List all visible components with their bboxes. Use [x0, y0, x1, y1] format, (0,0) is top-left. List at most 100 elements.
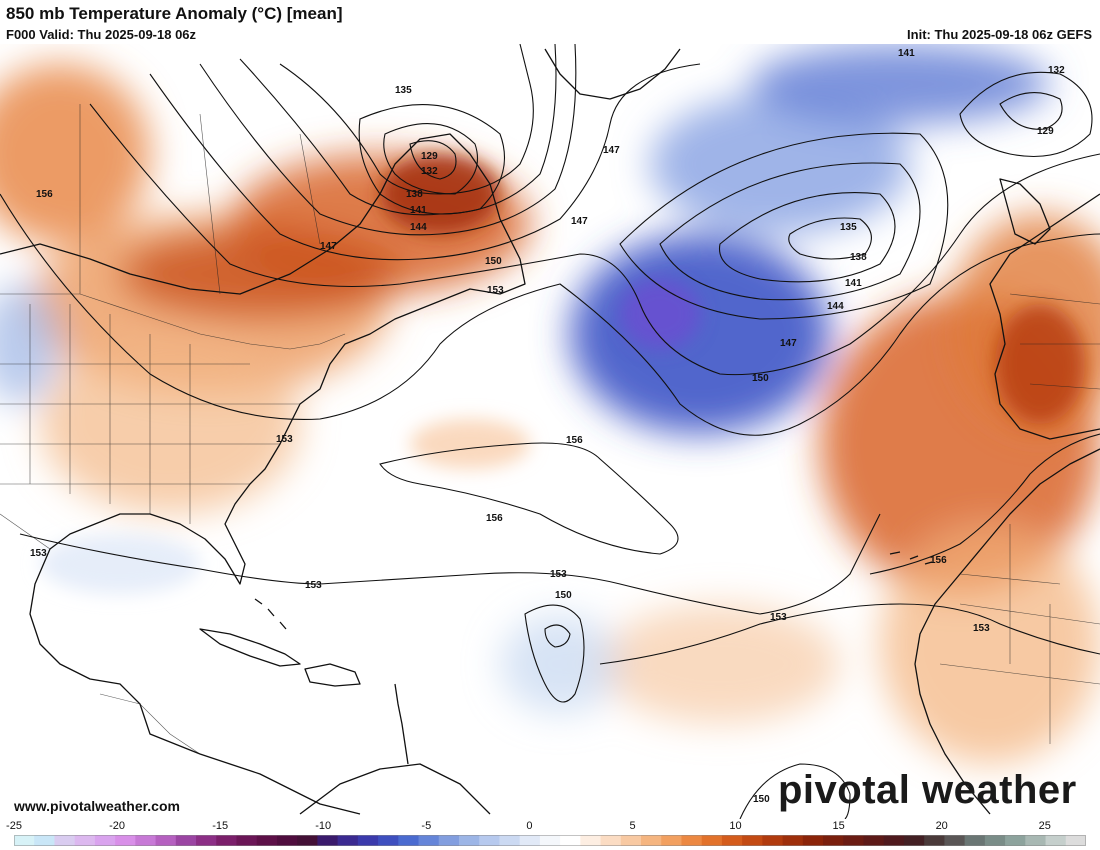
height-contours: [0, 44, 1100, 819]
colorbar-tick: 10: [729, 820, 742, 832]
colorbar-swatch: [1045, 835, 1067, 846]
coastlines: [0, 48, 1100, 815]
contour-label-150-caribbean: 150: [555, 590, 572, 601]
colorbar-swatch: [984, 835, 1006, 846]
coast-europe: [989, 193, 1100, 440]
warm-anomaly-west-africa: [880, 524, 1100, 764]
contour-153-east: [599, 603, 1100, 665]
contour-label-147-center: 147: [571, 216, 588, 227]
contour-label-153-caribbean: 153: [550, 569, 567, 580]
contour-156-africa: [869, 433, 1100, 575]
colorbar-tick: 5: [629, 820, 636, 832]
coast-bahamas: [254, 598, 287, 630]
colorbar-tick: -20: [109, 820, 126, 832]
border-europe: [1009, 293, 1100, 390]
contour-label-150-west: 150: [485, 256, 502, 267]
contour-label-156-africa: 156: [930, 555, 947, 566]
colorbar-swatch: [944, 835, 966, 846]
colorbar-swatch: [378, 835, 399, 846]
colorbar-swatch: [1065, 835, 1086, 846]
political-borders: [0, 104, 1100, 755]
border-us-states: [0, 304, 300, 524]
colorbar-swatch: [681, 835, 703, 846]
contour-153-south: [19, 513, 881, 615]
cool-anomaly-caribbean: [500, 614, 620, 714]
contour-label-138-atlantic: 138: [850, 252, 867, 263]
cold-anomaly-north-atlantic: [650, 94, 910, 234]
contour-label-141: 141: [410, 205, 427, 216]
colorbar-swatch: [317, 835, 339, 846]
contour-label-135: 135: [395, 85, 412, 96]
border-canada-provinces: [79, 104, 321, 295]
colorbar: [14, 835, 1086, 846]
colorbar-swatch: [964, 835, 986, 846]
contour-label-141-greenland: 141: [898, 48, 915, 59]
coast-greenland: [544, 48, 681, 100]
contour-150-small: [544, 624, 571, 648]
contour-150-bottom: [739, 763, 851, 819]
pivotal-weather-logo: pivotal weather: [778, 768, 1077, 812]
contour-135-atlantic: [788, 217, 872, 260]
colorbar-swatch: [1005, 835, 1026, 846]
warm-anomaly-atlantic-canada: [120, 229, 400, 319]
init-time: Init: Thu 2025-09-18 06z GEFS: [907, 27, 1092, 42]
contour-label-132: 132: [421, 166, 438, 177]
coast-canaries: [889, 551, 933, 565]
colorbar-swatch: [560, 835, 581, 846]
contour-141: [239, 44, 557, 216]
colorbar-swatch: [94, 835, 116, 846]
contour-label-135-atlantic: 135: [840, 222, 857, 233]
cool-speckle-gulf: [40, 534, 200, 594]
colorbar-swatch: [256, 835, 278, 846]
colorbar-swatch: [438, 835, 460, 846]
contour-label-153-west: 153: [487, 285, 504, 296]
valid-time: F000 Valid: Thu 2025-09-18 06z: [6, 27, 197, 42]
colorbar-swatch: [721, 835, 743, 846]
border-central-america: [99, 693, 201, 755]
cold-core-atlantic: [620, 279, 700, 349]
warm-speckle-midatlantic: [410, 419, 530, 469]
colorbar-swatch: [357, 835, 379, 846]
border-africa: [939, 524, 1100, 744]
colorbar-swatch: [216, 835, 238, 846]
colorbar-swatch: [883, 835, 905, 846]
colorbar-swatch: [34, 835, 56, 846]
contour-156: [379, 442, 679, 555]
coast-south-america: [299, 763, 491, 815]
colorbar-swatch: [863, 835, 885, 846]
colorbar-swatch: [236, 835, 258, 846]
colorbar-swatch: [54, 835, 76, 846]
contour-label-141-atlantic: 141: [845, 278, 862, 289]
contour-label-132-europe: 132: [1048, 65, 1065, 76]
contour-label-156-west: 156: [36, 189, 53, 200]
cold-anomaly-greenland: [750, 44, 1050, 124]
contour-label-153-coast: 153: [276, 434, 293, 445]
contour-147-west: [149, 63, 701, 261]
colorbar-tick: -15: [212, 820, 229, 832]
colorbar-swatch: [802, 835, 824, 846]
contour-144-atlantic: [619, 132, 949, 320]
colorbar-swatch: [701, 835, 723, 846]
contour-label-150-atlantic: 150: [752, 373, 769, 384]
contour-138-atlantic: [718, 192, 896, 283]
colorbar-tick: 15: [832, 820, 845, 832]
contour-129-europe: [999, 92, 1063, 130]
border-us-canada: [0, 293, 346, 350]
warm-anomaly-us-south: [40, 334, 300, 514]
contour-138: [279, 44, 534, 195]
colorbar-swatch: [661, 835, 683, 846]
colorbar-swatch: [742, 835, 763, 846]
contour-label-144-atlantic: 144: [827, 301, 844, 312]
border-mexico: [0, 513, 51, 550]
contour-144: [199, 44, 577, 236]
contour-141-atlantic: [659, 162, 921, 301]
colorbar-swatch: [580, 835, 602, 846]
colorbar-tick: -10: [315, 820, 332, 832]
colorbar-swatch: [600, 835, 622, 846]
colorbar-swatch: [196, 835, 217, 846]
map-title: 850 mb Temperature Anomaly (°C) [mean]: [6, 4, 343, 23]
contour-150-caribbean: [524, 604, 585, 703]
colorbar-tick: 0: [526, 820, 533, 832]
contour-label-138: 138: [406, 189, 423, 200]
colorbar-swatch: [823, 835, 844, 846]
